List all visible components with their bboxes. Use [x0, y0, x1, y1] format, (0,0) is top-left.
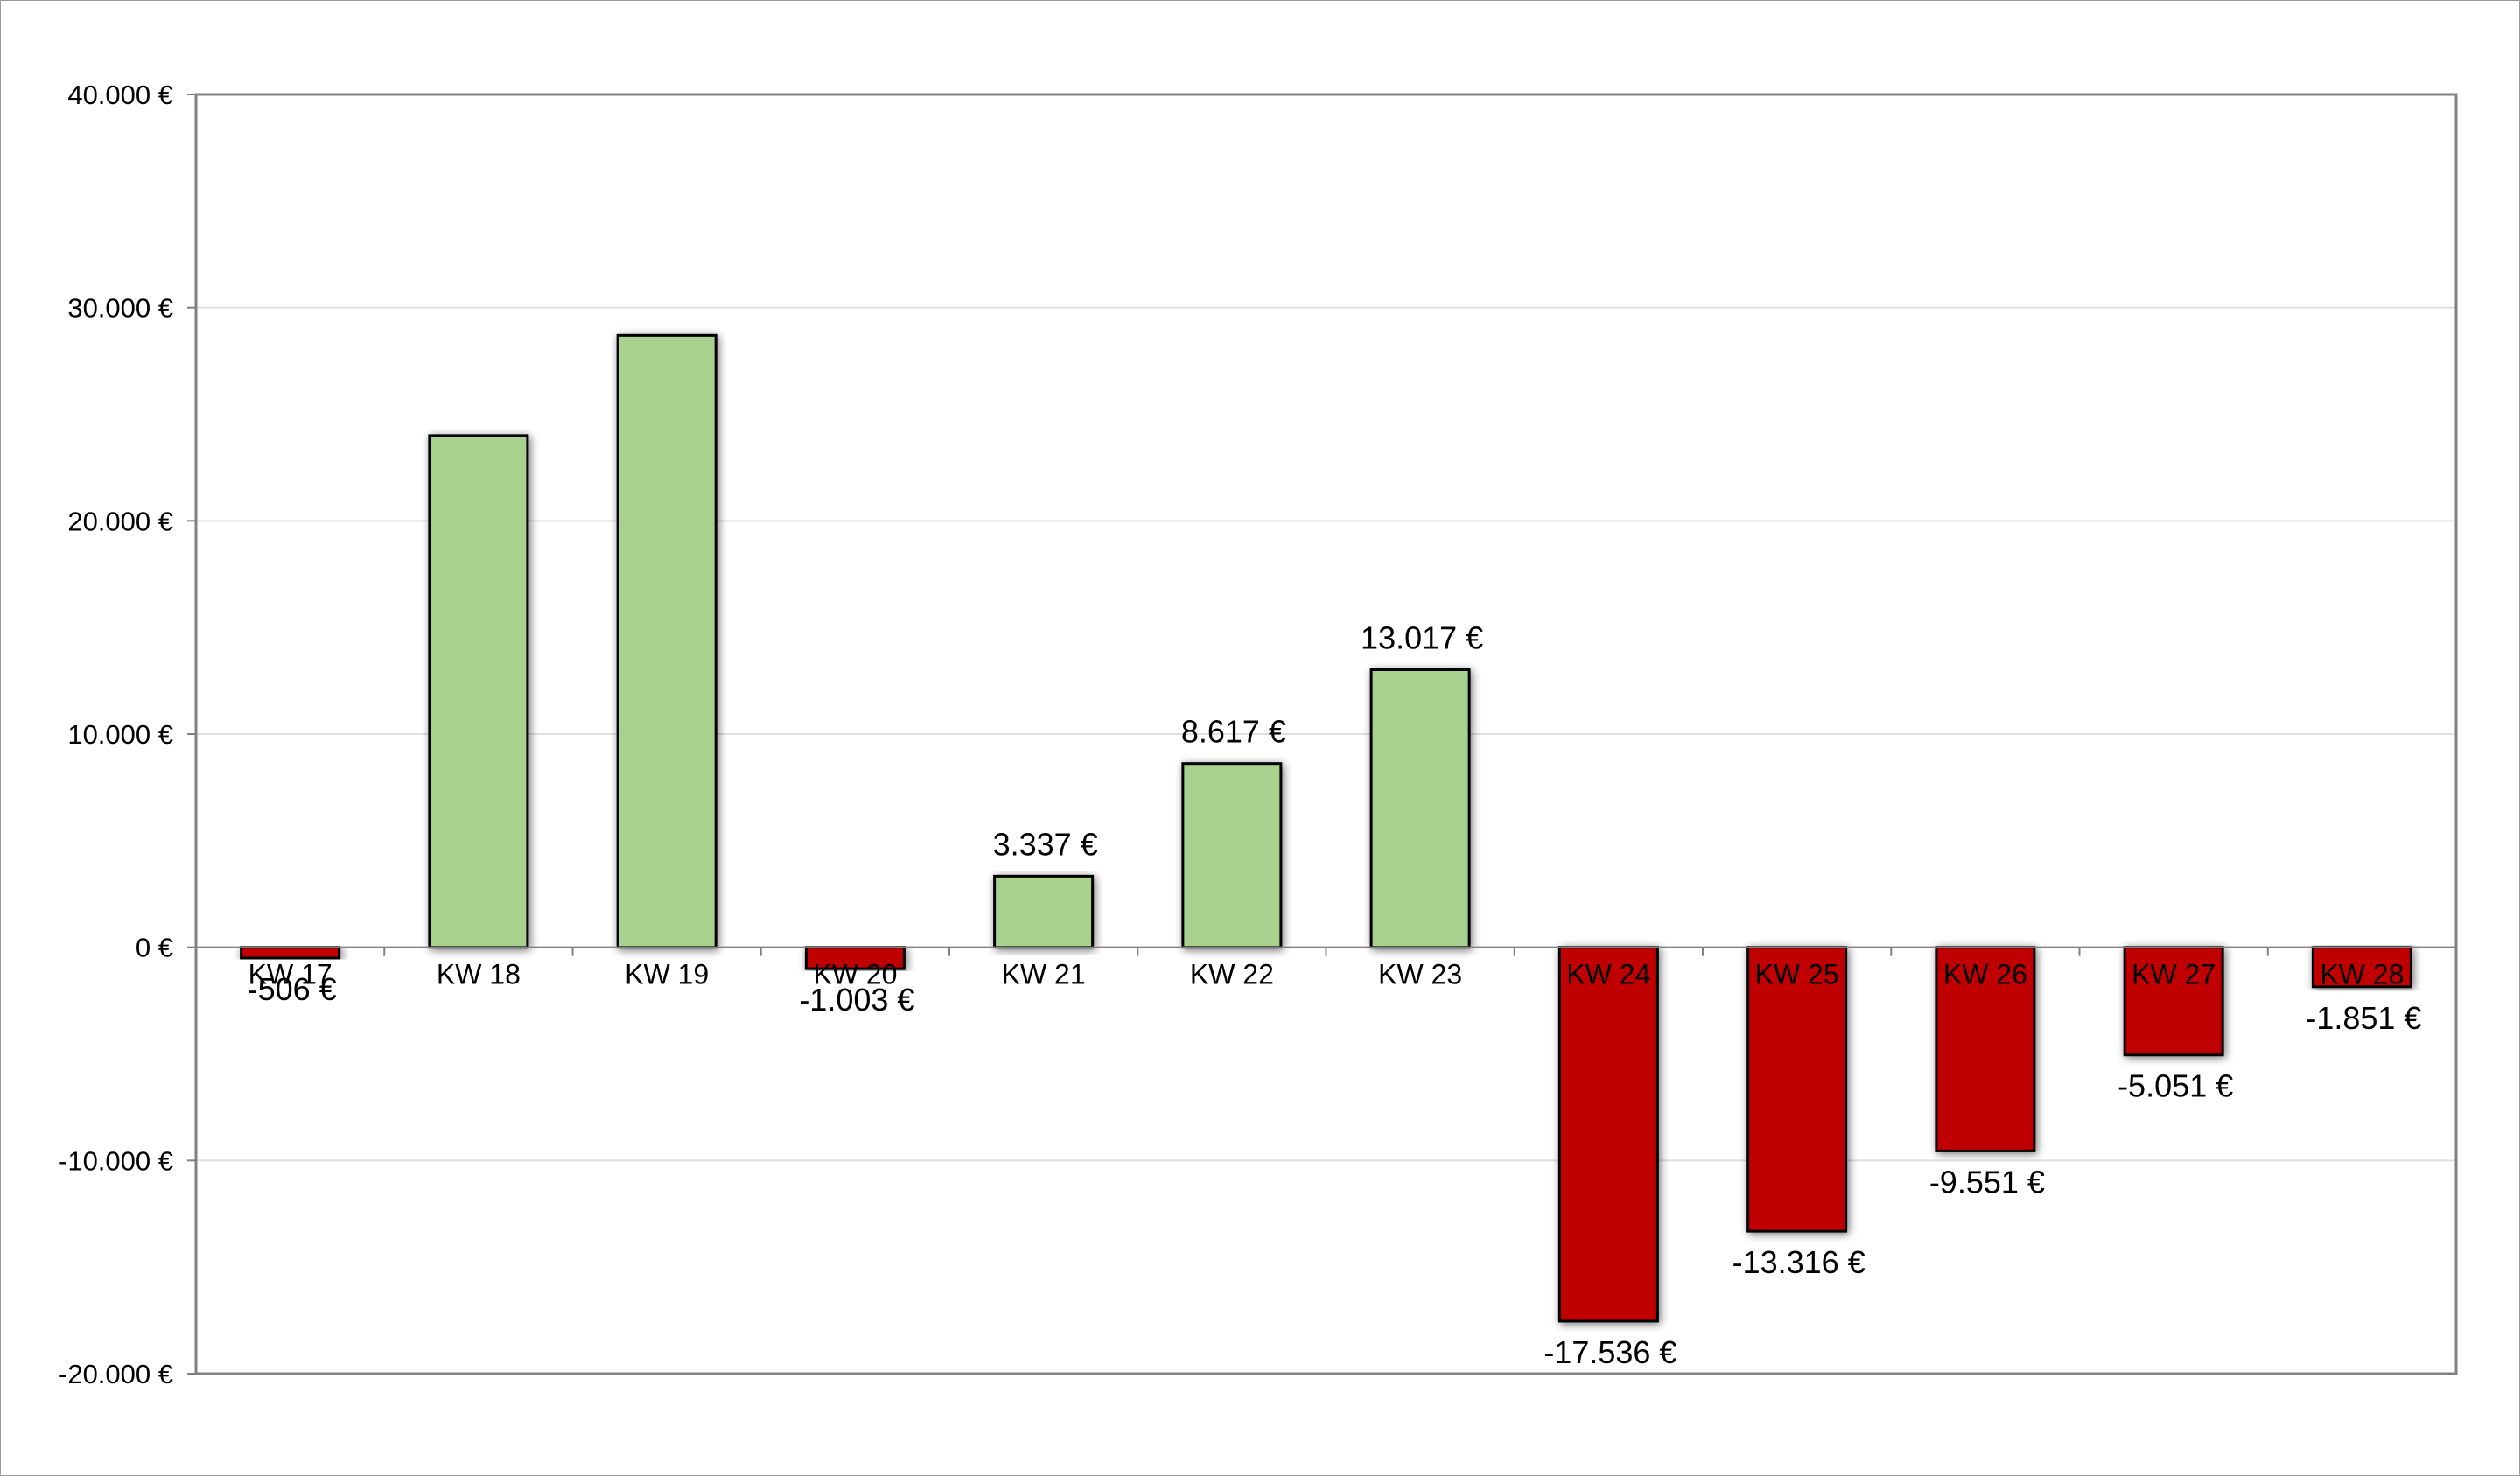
y-tick-label: 30.000 € — [67, 293, 173, 324]
gridlines — [196, 306, 2456, 1162]
x-tick-label: KW 17 — [248, 959, 332, 990]
y-tick-label: 20.000 € — [67, 506, 173, 536]
bar — [1746, 946, 1848, 1233]
bar — [1558, 946, 1659, 1323]
x-tick-label: KW 22 — [1190, 959, 1274, 990]
y-tick-label: -20.000 € — [59, 1359, 173, 1389]
y-tick-label: 40.000 € — [67, 80, 173, 110]
y-tick-label: 10.000 € — [67, 719, 173, 750]
bar — [2123, 946, 2224, 1057]
axes — [187, 93, 2458, 1375]
bar — [428, 434, 529, 949]
data-label: -13.316 € — [1732, 1244, 1866, 1280]
x-tick-label: KW 24 — [1566, 959, 1650, 990]
x-tick-label: KW 18 — [437, 959, 521, 990]
bar — [2311, 946, 2412, 989]
bar — [1369, 668, 1471, 949]
bars — [240, 333, 2412, 1323]
x-tick-label: KW 23 — [1378, 959, 1462, 990]
data-label: -1.003 € — [799, 982, 914, 1018]
data-label: -506 € — [248, 971, 337, 1007]
x-tick-label: KW 21 — [1002, 959, 1086, 990]
data-label: -1.851 € — [2306, 1000, 2421, 1036]
data-label: -17.536 € — [1544, 1334, 1676, 1370]
labels: 40.000 € 30.000 € 20.000 € 10.000 € 0 € -10.0… — [59, 80, 2421, 1389]
x-tick-label: KW 26 — [1943, 959, 2027, 990]
x-tick-label: KW 20 — [813, 959, 897, 990]
x-tick-label: KW 25 — [1755, 959, 1839, 990]
data-label: 8.617 € — [1181, 714, 1286, 750]
y-tick-label: 0 € — [136, 933, 173, 963]
y-tick-label: -10.000 € — [59, 1145, 173, 1176]
data-label: -5.051 € — [2118, 1068, 2233, 1104]
x-tick-label: KW 27 — [2132, 959, 2216, 990]
data-label: 3.337 € — [993, 826, 1098, 862]
bar — [240, 946, 341, 960]
bar — [1181, 762, 1283, 949]
data-label: 13.017 € — [1361, 619, 1483, 655]
bar — [993, 874, 1095, 949]
bar — [616, 333, 718, 949]
x-tick-label: KW 28 — [2320, 959, 2404, 990]
bar — [804, 946, 906, 970]
data-label: -9.551 € — [1929, 1164, 2045, 1200]
x-tick-label: KW 19 — [625, 959, 709, 990]
